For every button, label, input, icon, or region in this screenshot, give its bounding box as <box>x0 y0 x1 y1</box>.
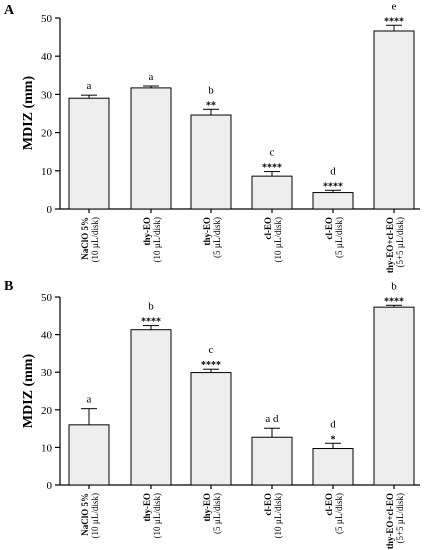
x-tick-label: thy-EO(10 µL/disk) <box>142 493 162 538</box>
bar <box>312 192 354 210</box>
significance-stars: **** <box>141 317 161 328</box>
category-name: cl-EO <box>324 217 334 240</box>
significance-stars: * <box>331 434 336 445</box>
group-letter: b <box>391 280 397 292</box>
group-letter: a <box>149 71 154 83</box>
group-letter: c <box>209 344 214 356</box>
category-dose: (5 µL/disk) <box>334 217 344 258</box>
category-name: thy-EO <box>142 217 152 246</box>
category-name: thy-EO <box>202 493 212 522</box>
group-letter: b <box>208 84 214 96</box>
group-letter: b <box>148 301 154 313</box>
significance-stars: **** <box>262 163 282 174</box>
bar <box>190 114 232 210</box>
y-tick-label: 20 <box>41 405 53 417</box>
group-letter: c <box>270 147 275 159</box>
bar <box>130 329 172 486</box>
category-dose: (10 µL/disk) <box>152 217 162 262</box>
x-tick-label: thy-EO+cl-EO(5+5 µL/disk) <box>385 493 405 549</box>
group-letter: a <box>87 80 92 92</box>
category-dose: (5+5 µL/disk) <box>395 217 405 268</box>
category-dose: (10 µL/disk) <box>90 217 100 262</box>
x-tick-label: cl-EO(5 µL/disk) <box>324 217 344 258</box>
y-tick-label: 30 <box>41 367 53 379</box>
x-tick-label: thy-EO(5 µL/disk) <box>202 217 222 258</box>
x-tick-label: NaClO 5%(10 µL/disk) <box>80 493 100 538</box>
group-letter: e <box>392 0 397 12</box>
panel-letter: B <box>4 279 13 294</box>
bar <box>312 448 354 486</box>
category-name: thy-EO <box>142 493 152 522</box>
x-tick-label: cl-EO(10 µL/disk) <box>263 493 283 538</box>
group-letter: d <box>330 418 336 430</box>
bar <box>68 424 110 486</box>
y-tick-label: 40 <box>41 51 53 63</box>
y-tick-label: 30 <box>41 89 53 101</box>
category-name: cl-EO <box>263 217 273 240</box>
bar <box>190 372 232 486</box>
y-tick-label: 50 <box>41 292 53 304</box>
panel-letter: A <box>4 3 15 18</box>
significance-stars: **** <box>201 360 221 371</box>
y-tick-label: 40 <box>41 330 53 342</box>
category-dose: (10 µL/disk) <box>152 493 162 538</box>
significance-stars: **** <box>384 16 404 27</box>
group-letter: a <box>87 394 92 406</box>
y-tick-label: 20 <box>41 128 53 140</box>
category-dose: (5+5 µL/disk) <box>395 493 405 544</box>
y-tick-label: 0 <box>47 480 53 492</box>
bar <box>251 175 293 210</box>
category-dose: (5 µL/disk) <box>212 493 222 534</box>
category-name: NaClO 5% <box>80 493 90 536</box>
x-tick-label: cl-EO(5 µL/disk) <box>324 493 344 534</box>
y-tick-label: 10 <box>41 166 53 178</box>
x-tick-label: thy-EO+cl-EO(5+5 µL/disk) <box>385 217 405 273</box>
category-name: cl-EO <box>263 493 273 516</box>
category-dose: (10 µL/disk) <box>90 493 100 538</box>
x-tick-label: NaClO 5%(10 µL/disk) <box>80 217 100 262</box>
significance-stars: **** <box>323 181 343 192</box>
y-axis-label: MDIZ (mm) <box>21 76 36 151</box>
group-letter: d <box>330 165 336 177</box>
x-tick-label: thy-EO(10 µL/disk) <box>142 217 162 262</box>
bar <box>251 436 293 486</box>
bar <box>130 87 172 210</box>
group-letter: a d <box>265 413 279 425</box>
significance-stars: **** <box>384 296 404 307</box>
category-dose: (10 µL/disk) <box>273 217 283 262</box>
category-name: thy-EO <box>202 217 212 246</box>
significance-stars: ** <box>206 100 216 111</box>
bar <box>373 30 415 210</box>
bar <box>68 97 110 210</box>
x-tick-label: thy-EO(5 µL/disk) <box>202 493 222 534</box>
y-tick-label: 10 <box>41 442 53 454</box>
category-name: thy-EO+cl-EO <box>385 217 395 273</box>
category-name: NaClO 5% <box>80 217 90 260</box>
y-tick-label: 0 <box>47 204 53 216</box>
category-dose: (5 µL/disk) <box>212 217 222 258</box>
y-axis-label: MDIZ (mm) <box>21 354 36 429</box>
category-name: thy-EO+cl-EO <box>385 493 395 549</box>
bar <box>373 306 415 486</box>
category-dose: (5 µL/disk) <box>334 493 344 534</box>
y-tick-label: 50 <box>41 13 53 25</box>
x-tick-label: cl-EO(10 µL/disk) <box>263 217 283 262</box>
category-dose: (10 µL/disk) <box>273 493 283 538</box>
category-name: cl-EO <box>324 493 334 516</box>
